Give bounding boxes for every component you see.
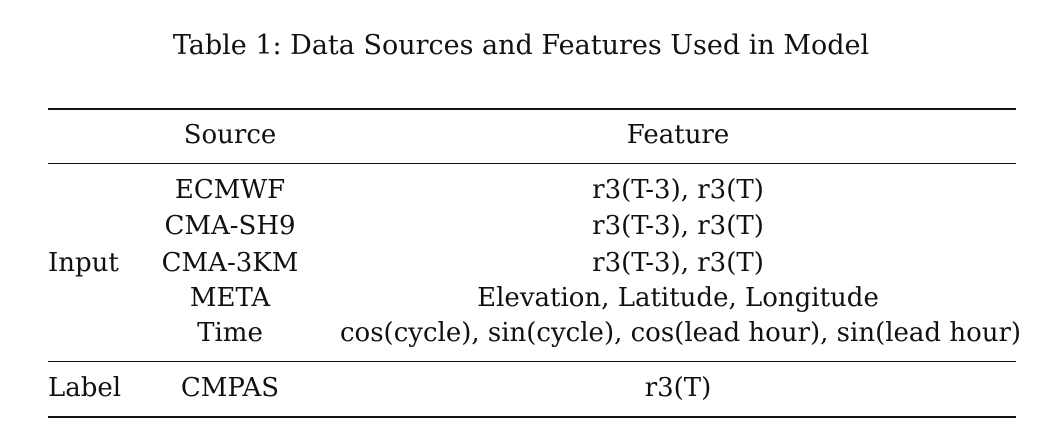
cell-feature: cos(cycle), sin(cycle), cos(lead hour), … <box>340 318 1022 348</box>
group-rule <box>48 361 1016 362</box>
top-rule <box>48 108 1016 110</box>
group-label-input: Input <box>48 248 119 278</box>
cell-feature: Elevation, Latitude, Longitude <box>477 283 879 313</box>
cell-feature: r3(T-3), r3(T) <box>592 248 764 278</box>
cell-feature: r3(T) <box>644 373 712 403</box>
cell-source: Time <box>197 318 263 348</box>
table-caption: Table 1: Data Sources and Features Used … <box>172 30 870 61</box>
header-rule <box>48 163 1016 164</box>
cell-feature: r3(T-3), r3(T) <box>592 211 764 241</box>
header-source: Source <box>183 120 277 150</box>
cell-source: CMA-3KM <box>161 248 299 278</box>
header-feature: Feature <box>626 120 730 150</box>
group-label-label: Label <box>48 373 122 403</box>
cell-source: CMPAS <box>180 373 280 403</box>
cell-source: ECMWF <box>174 175 286 205</box>
cell-source: META <box>189 283 271 313</box>
bottom-rule <box>48 416 1016 418</box>
cell-feature: r3(T-3), r3(T) <box>592 175 764 205</box>
cell-source: CMA-SH9 <box>164 211 296 241</box>
